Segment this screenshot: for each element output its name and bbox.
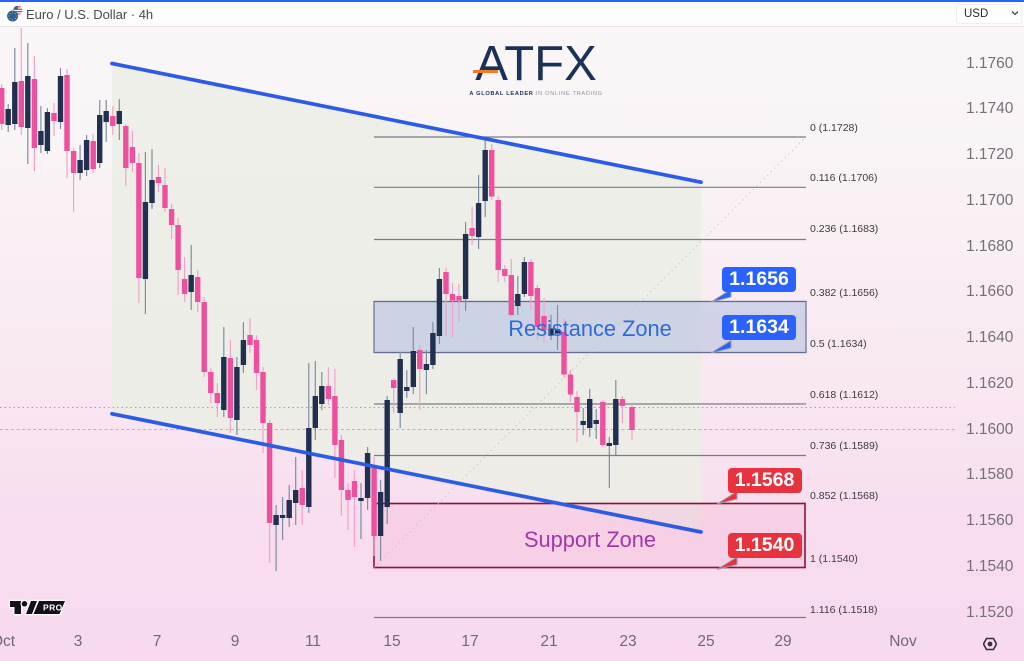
svg-text:PRO: PRO <box>43 603 63 613</box>
